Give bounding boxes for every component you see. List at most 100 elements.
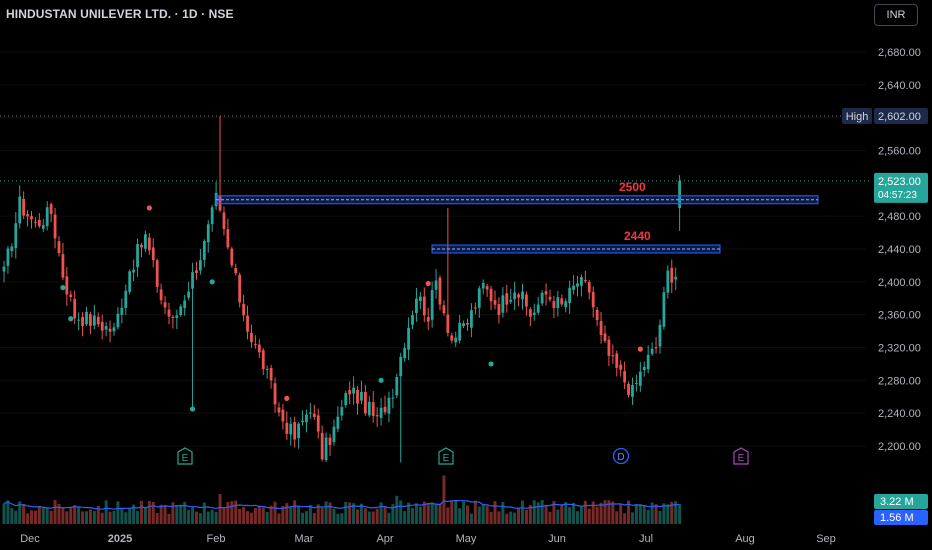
candle-body — [658, 324, 662, 347]
candle-body — [438, 277, 442, 305]
volume-bar — [147, 500, 151, 524]
candle-body — [580, 277, 583, 286]
candle-body — [277, 407, 281, 413]
candle-body — [470, 310, 473, 328]
volume-bar — [340, 513, 344, 524]
candle-body — [18, 196, 22, 224]
volume-bar — [249, 512, 253, 524]
time-tick-label: 2025 — [108, 533, 132, 545]
volume-bar — [356, 509, 360, 524]
price-tick-label: 2,360.00 — [878, 310, 921, 322]
signal-dot — [60, 284, 66, 291]
candle-body — [501, 295, 505, 313]
volume-bar — [2, 503, 6, 524]
candle-body — [340, 407, 344, 416]
volume-bar — [387, 512, 391, 524]
candle-body — [348, 389, 352, 395]
volume-bar — [328, 502, 332, 524]
dividend-icon-label: D — [617, 452, 624, 463]
volume-bar — [497, 511, 501, 524]
volume-bar — [434, 503, 438, 524]
volume-last-badge: 3.22 M — [880, 496, 914, 508]
candle-body — [77, 319, 81, 321]
volume-bar — [14, 510, 18, 524]
candle-body — [548, 296, 552, 300]
time-tick-label: Aug — [735, 533, 755, 545]
volume-bar — [587, 508, 591, 524]
volume-bar — [96, 506, 100, 524]
candle-body — [269, 367, 273, 381]
candle-body — [375, 415, 379, 417]
volume-bar — [430, 502, 434, 524]
time-tick-label: Sep — [816, 533, 836, 545]
horizontal-levels[interactable]: 2500 2440 — [215, 180, 819, 254]
volume-bar — [37, 506, 41, 524]
candle-body — [489, 288, 493, 302]
candle-body — [411, 314, 414, 325]
volume-bar — [226, 502, 230, 524]
time-tick-label: Apr — [376, 533, 393, 545]
volume-bar — [658, 511, 662, 524]
time-tick-label: Mar — [295, 533, 314, 545]
volume-bar — [528, 504, 532, 524]
volume-bar — [363, 508, 367, 524]
high-price-badge-bg — [874, 108, 928, 125]
candle-body — [564, 301, 568, 308]
volume-bar — [520, 500, 524, 524]
volume-bar — [246, 511, 250, 524]
candle-body — [297, 423, 300, 439]
candle-body — [167, 309, 171, 317]
volume-bar — [560, 504, 564, 524]
volume-bar — [395, 495, 399, 524]
volume-bar — [312, 513, 316, 524]
candle-body — [525, 294, 528, 307]
signal-dot — [209, 279, 215, 285]
volume-ma-badge: 1.56 M — [880, 512, 914, 524]
level-label-2500: 2500 — [619, 180, 646, 194]
volume-bar — [238, 508, 242, 524]
volume-bar — [352, 503, 356, 524]
candle-body — [104, 326, 108, 330]
price-badges: High 2,602.00 2,523.00 04:57:23 3.22 M 1.56 M — [842, 108, 928, 525]
volume-bar — [116, 501, 120, 524]
volume-bar — [532, 500, 536, 524]
volume-bar — [564, 501, 568, 524]
volume-bar — [269, 505, 273, 524]
candle-body — [481, 282, 485, 289]
candle-body — [234, 267, 238, 274]
volume-bar — [367, 511, 371, 524]
volume-bar — [469, 513, 473, 524]
volume-bar — [33, 510, 37, 524]
candle-body — [670, 267, 674, 283]
volume-bar — [257, 505, 261, 524]
price-tick-label: 2,640.00 — [878, 80, 921, 92]
volume-bar — [128, 508, 132, 524]
candle-body — [367, 401, 371, 416]
volume-bar — [73, 505, 77, 524]
volume-bar — [104, 500, 108, 524]
candle-body — [572, 285, 575, 290]
candle-body — [26, 214, 29, 217]
volume-bar — [210, 509, 214, 524]
currency-button[interactable]: INR — [874, 4, 918, 26]
volume-bar — [336, 513, 340, 524]
time-axis[interactable]: Dec 2025 Feb Mar Apr May Jun Jul Aug Sep — [20, 533, 836, 545]
candle-body — [556, 297, 560, 309]
candle-body — [238, 274, 242, 303]
price-axis[interactable]: 2,200.00 2,240.00 2,280.00 2,320.00 2,360.00… — [878, 47, 921, 453]
volume-bar — [438, 503, 442, 524]
volume-bar — [442, 475, 446, 524]
candle-body — [257, 344, 261, 353]
price-tick-label: 2,680.00 — [878, 47, 921, 59]
volume-bar — [599, 502, 603, 524]
volume-bar — [167, 513, 171, 524]
high-price-badge: 2,602.00 — [878, 111, 921, 123]
volume-bar — [265, 512, 269, 524]
candle-body — [477, 288, 481, 308]
volume-bar — [183, 501, 187, 524]
price-tick-label: 2,560.00 — [878, 146, 921, 158]
candle-body — [638, 371, 642, 386]
volume-bar — [143, 508, 147, 524]
